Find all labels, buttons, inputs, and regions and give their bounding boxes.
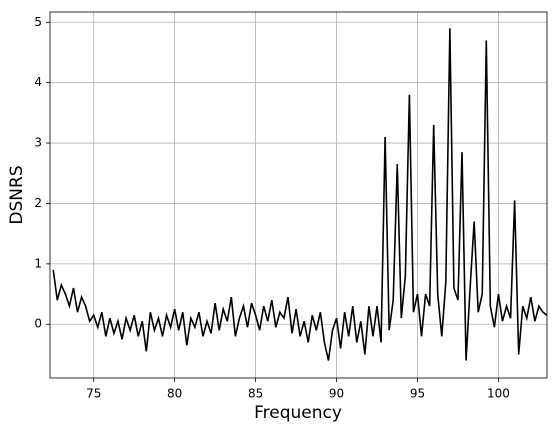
x-tick-label: 100 xyxy=(487,387,510,401)
y-tick-label: 4 xyxy=(34,75,42,89)
x-tick-label: 85 xyxy=(248,387,263,401)
data-line xyxy=(52,28,547,361)
y-tick-label: 3 xyxy=(34,136,42,150)
x-tick-label: 95 xyxy=(410,387,425,401)
y-tick-label: 0 xyxy=(34,317,42,331)
y-tick-label: 5 xyxy=(34,15,42,29)
plot-frame xyxy=(49,11,548,379)
x-tick-label: 75 xyxy=(86,387,101,401)
y-tick-label: 1 xyxy=(34,256,42,270)
x-tick-label: 80 xyxy=(167,387,182,401)
x-axis-label: Frequency xyxy=(254,403,342,423)
y-axis-label: DSNRS xyxy=(7,165,27,224)
x-tick-label: 90 xyxy=(329,387,344,401)
y-tick-label: 2 xyxy=(34,196,42,210)
